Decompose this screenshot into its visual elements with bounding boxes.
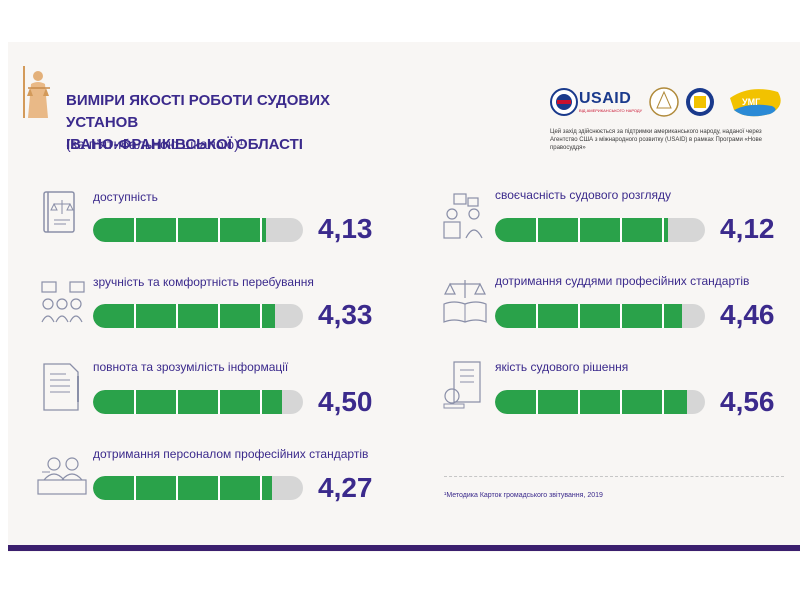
background-watermark [64,42,154,72]
umg-logo-text: УМГ [742,97,761,107]
funding-note: Цей захід здійснюється за підтримки амер… [550,129,762,151]
themis-icon [23,66,50,118]
metric-value: 4,13 [318,213,373,244]
bar-segment-divider [662,304,664,328]
partner-logos [550,87,781,117]
bar-segment-divider [536,304,538,328]
law-book-icon [43,191,75,233]
bar-segment-divider [218,390,220,414]
metric-bar-fill [495,390,687,414]
bar-segment-divider [260,476,262,500]
bar-segment-divider [260,218,262,242]
bar-segment-divider [620,390,622,414]
bar-segment-divider [620,304,622,328]
staff-desk-icon [37,457,87,495]
metric-bar [93,476,303,500]
metric-bar-fill [495,218,669,242]
bar-segment-divider [218,304,220,328]
title-line-2: ІВАНО-ФРАНКІВСЬКОЇ ОБЛАСТІ [66,136,303,153]
metric-bar [495,390,705,414]
metric-bar [495,218,705,242]
bar-segment-divider [662,218,664,242]
page-title: ВИМІРИ ЯКОСТІ РОБОТИ СУДОВИХ УСТАНОВ ІВА… [66,90,406,156]
bar-segment-divider [536,390,538,414]
metric-value: 4,56 [720,386,775,417]
bar-segment-divider [260,304,262,328]
bar-segment-divider [134,390,136,414]
bar-segment-divider [536,218,538,242]
bar-segment-divider [134,218,136,242]
metric-bar-fill [495,304,683,328]
metric-bar-fill [93,390,282,414]
bar-segment-divider [218,218,220,242]
bar-segment-divider [578,390,580,414]
metric-bar [93,218,303,242]
decision-scroll-icon [443,361,481,409]
metric-bar-fill [93,304,275,328]
metric-label: доступність [93,190,158,204]
bar-segment-divider [134,304,136,328]
metric-bar [93,390,303,414]
bar-segment-divider [218,476,220,500]
metric-value: 4,27 [318,472,373,503]
metric-label: зручність та комфортність перебування [93,275,314,289]
page-subtitle: (за п’ятибальною шкалою)¹ [66,136,244,152]
metric-label: своєчасність судового розгляду [495,188,671,202]
metric-bar [93,304,303,328]
bar-segment-divider [620,218,622,242]
usaid-logo-tagline: ВІД АМЕРИКАНСЬКОГО НАРОДУ [579,108,643,113]
metric-label: якість судового рішення [495,360,629,374]
bar-segment-divider [176,476,178,500]
metric-label: дотримання персоналом професійних станда… [93,447,369,461]
title-line-1: ВИМІРИ ЯКОСТІ РОБОТИ СУДОВИХ УСТАНОВ [66,92,331,131]
footnote-divider [444,476,784,477]
metric-value: 4,46 [720,299,775,330]
footnote: ¹Методика Карток громадського звітування… [444,492,603,499]
bar-segment-divider [134,476,136,500]
metric-value: 4,12 [720,213,775,244]
metric-value: 4,50 [318,386,373,417]
bar-segment-divider [176,390,178,414]
bar-segment-divider [578,304,580,328]
metric-bar-fill [93,476,273,500]
bar-segment-divider [176,218,178,242]
metric-bar-fill [93,218,267,242]
bar-segment-divider [176,304,178,328]
metric-label: дотримання суддями професійних стандарті… [495,274,750,288]
document-pen-icon [43,363,79,411]
bar-segment-divider [578,218,580,242]
infographic-card [8,42,800,552]
visitors-group-icon [41,281,85,323]
metric-value: 4,33 [318,299,373,330]
bar-segment-divider [662,390,664,414]
bottom-accent-bar [8,545,800,551]
metric-label: повнота та зрозумілість інформації [93,360,289,374]
bar-segment-divider [260,390,262,414]
court-hearing-icon [443,193,483,239]
usaid-logo-text: USAID [579,90,632,107]
metric-bar [495,304,705,328]
scales-book-icon [443,280,487,323]
